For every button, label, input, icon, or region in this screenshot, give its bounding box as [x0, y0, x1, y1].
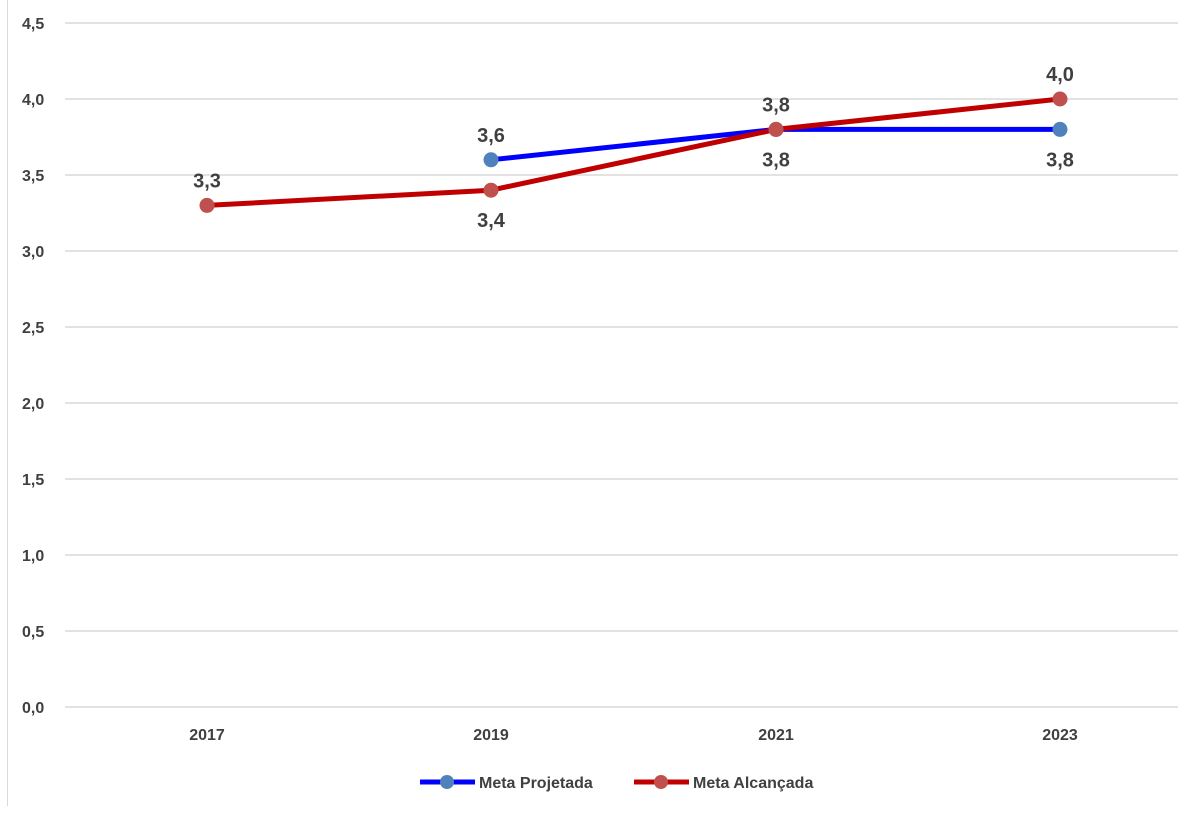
- data-label: 3,4: [477, 210, 506, 232]
- series-lines: [206, 96, 1061, 208]
- data-point: [1052, 121, 1068, 137]
- y-tick-label: 0,0: [22, 700, 44, 717]
- data-point: [1052, 91, 1068, 107]
- y-tick-label: 2,5: [22, 320, 44, 337]
- legend-label: Meta Projetada: [479, 775, 593, 792]
- legend-marker: [654, 775, 668, 789]
- y-tick-label: 1,5: [22, 472, 44, 489]
- legend-item: Meta Alcançada: [634, 775, 813, 792]
- data-label: 3,8: [762, 94, 790, 116]
- x-tick-label: 2019: [473, 727, 509, 744]
- y-tick-label: 4,5: [22, 16, 44, 33]
- x-tick-label: 2017: [189, 727, 225, 744]
- legend-marker: [440, 775, 454, 789]
- legend-label: Meta Alcançada: [693, 775, 813, 792]
- y-tick-label: 3,0: [22, 244, 44, 261]
- chart-border: [7, 0, 8, 806]
- data-point: [199, 197, 215, 213]
- legend: Meta Projetada Meta Alcançada: [420, 775, 813, 792]
- data-label: 3,8: [762, 149, 790, 171]
- data-label: 3,3: [193, 170, 221, 192]
- data-label: 3,6: [477, 125, 505, 147]
- series-markers: [199, 91, 1068, 213]
- y-tick-label: 0,5: [22, 624, 44, 641]
- y-axis-ticks: 0,0 0,5 1,0 1,5 2,0 2,5 3,0 3,5 4,0 4,5: [22, 16, 44, 717]
- data-label: 4,0: [1046, 64, 1074, 86]
- data-label: 3,8: [1046, 149, 1074, 171]
- y-tick-label: 3,5: [22, 168, 44, 185]
- x-axis-ticks: 2017 2019 2021 2023: [189, 727, 1078, 744]
- gridlines: [65, 22, 1178, 708]
- legend-item: Meta Projetada: [420, 775, 593, 792]
- data-point: [483, 152, 499, 168]
- x-tick-label: 2023: [1042, 727, 1078, 744]
- y-tick-label: 2,0: [22, 396, 44, 413]
- x-tick-label: 2021: [758, 727, 794, 744]
- series-line: [206, 96, 1061, 208]
- data-point: [768, 121, 784, 137]
- y-tick-label: 1,0: [22, 548, 44, 565]
- data-labels: 3,6 3,8 3,8 3,3 3,4 3,8 4,0: [193, 64, 1074, 232]
- data-point: [483, 182, 499, 198]
- y-tick-label: 4,0: [22, 92, 44, 109]
